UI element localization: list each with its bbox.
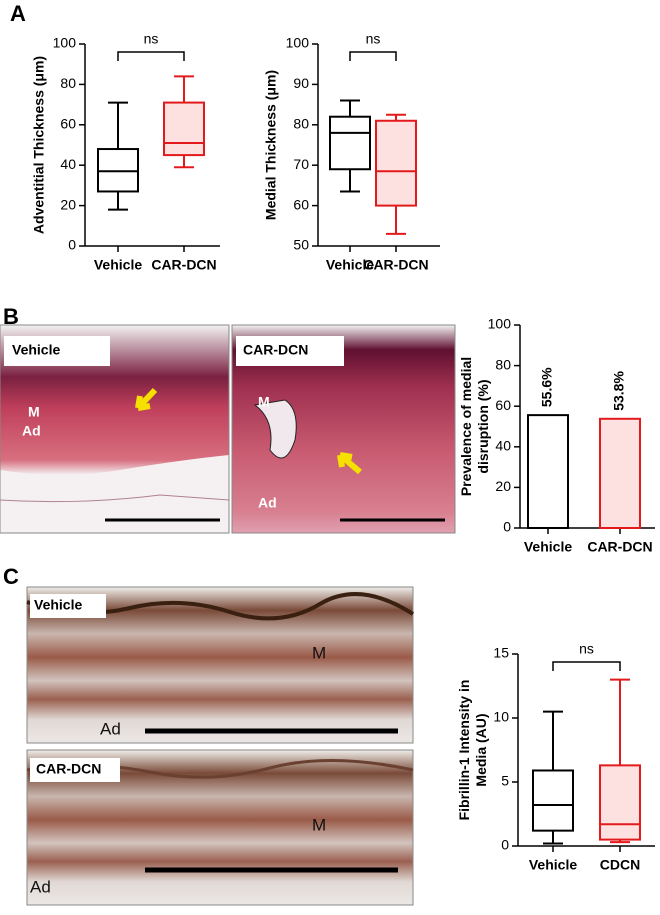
region-label: Ad <box>30 877 51 896</box>
region-label: M <box>258 394 270 410</box>
micrograph: Vehicle M Ad <box>26 586 415 744</box>
bar <box>527 414 569 529</box>
y-tick-label: 100 <box>286 35 310 51</box>
y-axis-label: Prevalence of medial <box>458 357 474 496</box>
significance-bracket <box>349 51 397 61</box>
x-tick-label: CAR-DCN <box>363 257 428 273</box>
significance-label: ns <box>144 31 159 47</box>
box <box>532 769 574 832</box>
micrograph: CAR-DCN M Ad <box>26 749 414 906</box>
image-label: Vehicle <box>34 597 82 613</box>
chart: 50 60 70 80 90 100 Medial Thickness (μm) Vehicl… <box>263 31 440 273</box>
y-tick-label: 100 <box>488 316 512 332</box>
background <box>0 455 229 533</box>
box <box>599 764 641 841</box>
y-axis-label: Fibrillin-1 Intensity in <box>456 680 472 821</box>
box <box>375 119 417 207</box>
chart: 0 20 40 60 80 100 Prevalence of medial disrupti… <box>458 316 655 555</box>
y-tick-label: 20 <box>60 196 76 212</box>
fiber <box>0 494 230 503</box>
label-box <box>4 336 110 366</box>
box <box>163 101 205 157</box>
label-box <box>30 758 120 782</box>
y-tick-label: 0 <box>68 237 76 253</box>
image-label: CAR-DCN <box>36 761 101 777</box>
y-tick-label: 100 <box>53 35 77 51</box>
frame <box>0 324 230 534</box>
chart: 0 5 10 15 Fibrillin-1 Intensity in Media (AU)… <box>456 641 655 873</box>
y-tick-label: 60 <box>495 397 511 413</box>
region-label: M <box>28 404 40 420</box>
micrograph: Vehicle M Ad <box>0 324 230 534</box>
y-tick-label: 15 <box>493 645 509 661</box>
region-label: M <box>312 643 326 662</box>
y-axis-label: disruption (%) <box>475 379 491 473</box>
value-label: 55.6% <box>539 367 555 407</box>
y-tick-label: 70 <box>293 156 309 172</box>
y-axis-label: Medial Thickness (μm) <box>263 70 279 220</box>
region-label: Ad <box>258 495 277 511</box>
arrow <box>337 452 362 475</box>
panel-label: B <box>3 304 19 329</box>
y-tick-label: 20 <box>495 478 511 494</box>
box <box>97 148 139 193</box>
x-tick-label: CAR-DCN <box>151 257 216 273</box>
y-axis-label: Adventitial Thickness (μm) <box>31 56 47 234</box>
region-label: M <box>312 815 326 834</box>
significance-label: ns <box>579 641 594 657</box>
y-tick-label: 60 <box>293 196 309 212</box>
region-label: Ad <box>100 719 121 738</box>
y-tick-label: 0 <box>501 837 509 853</box>
y-tick-label: 90 <box>293 75 309 91</box>
significance-bracket <box>552 661 621 671</box>
chart: 0 20 40 60 80 100 Adventitial Thickness (μm) Ve… <box>31 31 220 273</box>
y-tick-label: 60 <box>60 116 76 132</box>
y-tick-label: 50 <box>293 237 309 253</box>
y-tick-label: 80 <box>293 116 309 132</box>
y-tick-label: 10 <box>493 709 509 725</box>
y-tick-label: 80 <box>495 356 511 372</box>
x-tick-label: CAR-DCN <box>587 539 652 555</box>
box <box>329 115 371 171</box>
y-tick-label: 80 <box>60 75 76 91</box>
disruption <box>253 399 297 459</box>
x-tick-label: CDCN <box>600 857 640 873</box>
y-tick-label: 0 <box>503 519 511 535</box>
y-tick-label: 40 <box>60 156 76 172</box>
x-tick-label: Vehicle <box>524 539 572 555</box>
bar <box>599 417 641 530</box>
label-box <box>236 336 344 366</box>
x-tick-label: Vehicle <box>326 257 374 273</box>
micrograph: CAR-DCN M Ad <box>231 324 456 534</box>
image-label: CAR-DCN <box>243 342 308 358</box>
panel-labels: A B C <box>3 1 26 589</box>
significance-label: ns <box>366 31 381 47</box>
panel-label: C <box>3 564 19 589</box>
y-tick-label: 5 <box>501 773 509 789</box>
region-label: Ad <box>22 423 41 439</box>
label-box <box>30 594 106 618</box>
x-tick-label: Vehicle <box>529 857 577 873</box>
image-label: Vehicle <box>12 342 60 358</box>
y-tick-label: 40 <box>495 438 511 454</box>
panel-label: A <box>10 1 26 26</box>
significance-bracket <box>117 51 185 61</box>
value-label: 53.8% <box>611 371 627 411</box>
arrow <box>135 387 158 411</box>
y-axis-label: Media (AU) <box>473 713 489 786</box>
x-tick-label: Vehicle <box>94 257 142 273</box>
